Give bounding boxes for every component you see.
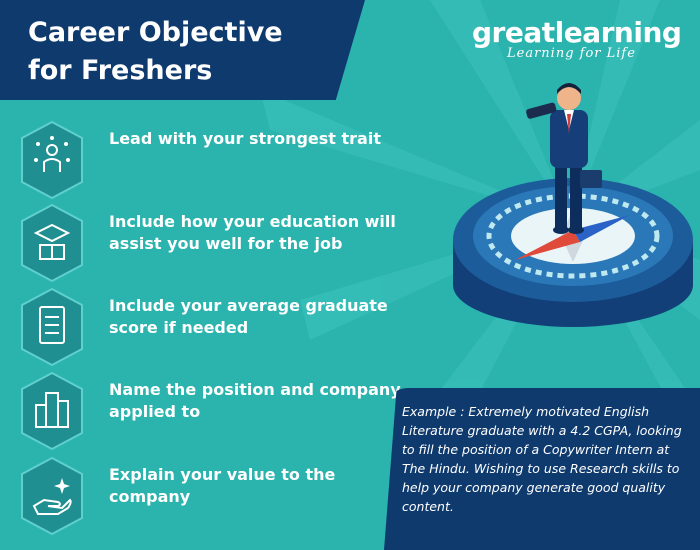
page-title: Career Objective for Freshers <box>28 17 283 86</box>
office-buildings-icon <box>21 371 83 451</box>
list-item-label: Name the position and company applied to <box>109 380 401 421</box>
example-panel <box>384 388 700 550</box>
title-banner <box>0 0 365 100</box>
list-item-label: Include your average graduate score if n… <box>109 296 388 337</box>
graduation-books-icon <box>21 203 83 283</box>
example-text: Example : Extremely motivated English Li… <box>402 404 682 514</box>
brand-logo-text: greatlearning <box>472 16 682 49</box>
brand-tagline: Learning for Life <box>507 46 636 61</box>
list-item: Include your average graduate score if n… <box>14 287 404 367</box>
list-item: Explain your value to the company <box>14 456 404 536</box>
list-item-label: Explain your value to the company <box>109 465 336 506</box>
list-item-label: Lead with your strongest trait <box>109 129 381 148</box>
list-item-label: Include how your education will assist y… <box>109 212 396 253</box>
hand-sparkles-icon <box>21 456 83 536</box>
report-card-icon <box>21 287 83 367</box>
list-item: Lead with your strongest trait <box>14 120 404 200</box>
list-item: Name the position and company applied to <box>14 371 404 451</box>
compass-businessman-illustration <box>453 83 693 327</box>
person-network-icon <box>21 120 83 200</box>
list-item: Include how your education will assist y… <box>14 203 404 283</box>
